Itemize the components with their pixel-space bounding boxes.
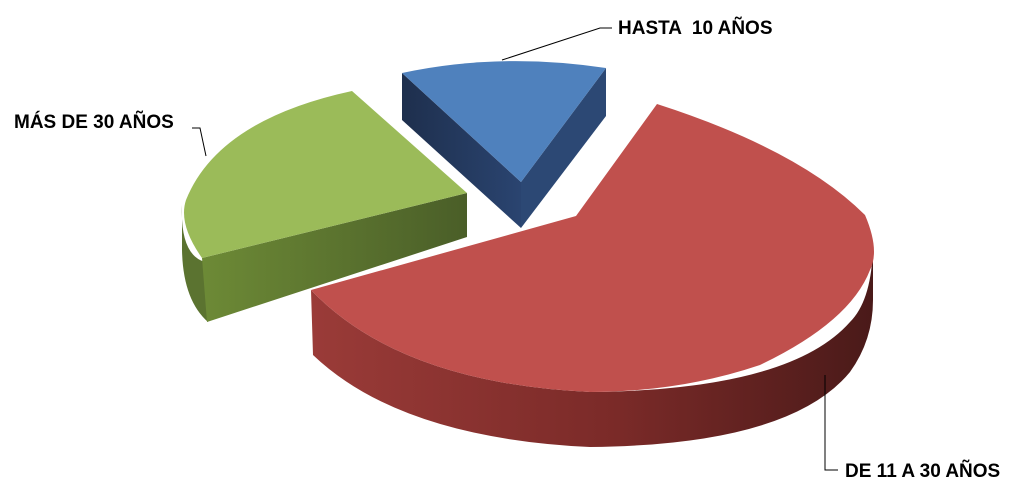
leader-line-de-11-a-30 — [824, 375, 838, 471]
slice-de-11-a-30-top — [311, 104, 874, 392]
slice-hasta-10-side — [402, 73, 521, 228]
label-mas-de-30: MÁS DE 30 AÑOS — [14, 111, 174, 133]
slice-mas-de-30 — [181, 91, 467, 322]
slice-mas-de-30-side — [181, 205, 208, 322]
slice-hasta-10-top — [402, 61, 606, 182]
label-de-11-a-30: DE 11 A 30 AÑOS — [845, 460, 1000, 481]
slice-mas-de-30-front — [202, 193, 467, 322]
slice-mas-de-30-top — [184, 91, 467, 258]
label-hasta-10: HASTA 10 AÑOS — [618, 17, 773, 39]
slice-de-11-a-30 — [311, 104, 874, 447]
slice-de-11-a-30-side — [311, 245, 873, 447]
slice-hasta-10 — [402, 61, 606, 228]
leader-line-mas-de-30 — [192, 127, 207, 157]
leader-line-hasta-10 — [501, 27, 612, 61]
slice-hasta-10-outer — [521, 68, 606, 228]
